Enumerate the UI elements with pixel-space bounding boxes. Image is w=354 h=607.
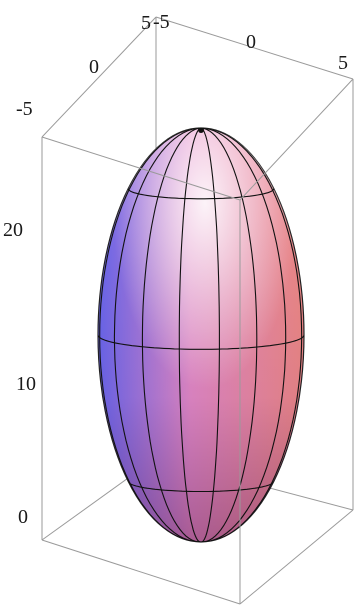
mesh-meridian <box>141 128 202 542</box>
box-edge <box>41 136 241 201</box>
box-edge <box>155 16 354 80</box>
x-tick-label: -5 <box>16 98 33 120</box>
box-front-edges <box>41 16 354 605</box>
mesh-meridian <box>200 128 220 542</box>
x-tick-label: 0 <box>89 56 99 78</box>
x-axis-ticks: -5 0 5 <box>16 12 151 120</box>
z-tick-label: 10 <box>16 373 36 395</box>
z-tick-label: 20 <box>3 219 23 241</box>
box-edge <box>239 78 354 201</box>
ellipsoid-mesh <box>98 128 304 542</box>
mesh-meridian <box>200 128 303 542</box>
mesh-parallel <box>127 481 275 493</box>
mesh-meridian <box>178 128 202 542</box>
box-edge <box>239 509 354 605</box>
mesh-meridian <box>99 128 202 542</box>
y-tick-label: 5 <box>338 52 348 74</box>
z-axis-ticks: 0 10 20 <box>3 219 36 528</box>
mesh-pole <box>198 128 204 133</box>
y-tick-label: -5 <box>153 11 170 33</box>
y-tick-label: 0 <box>246 31 256 53</box>
ellipsoid-surface <box>97 127 305 543</box>
mesh-meridian <box>113 128 202 542</box>
y-axis-ticks: -5 0 5 <box>153 11 348 74</box>
mesh-parallel <box>127 188 275 200</box>
box-edge <box>41 16 157 138</box>
mesh-meridian <box>200 128 287 542</box>
mesh-parallel <box>98 334 304 350</box>
box-edge <box>41 539 241 605</box>
z-tick-label: 0 <box>18 506 28 528</box>
x-tick-label: 5 <box>141 12 151 34</box>
mesh-meridian <box>200 128 258 542</box>
